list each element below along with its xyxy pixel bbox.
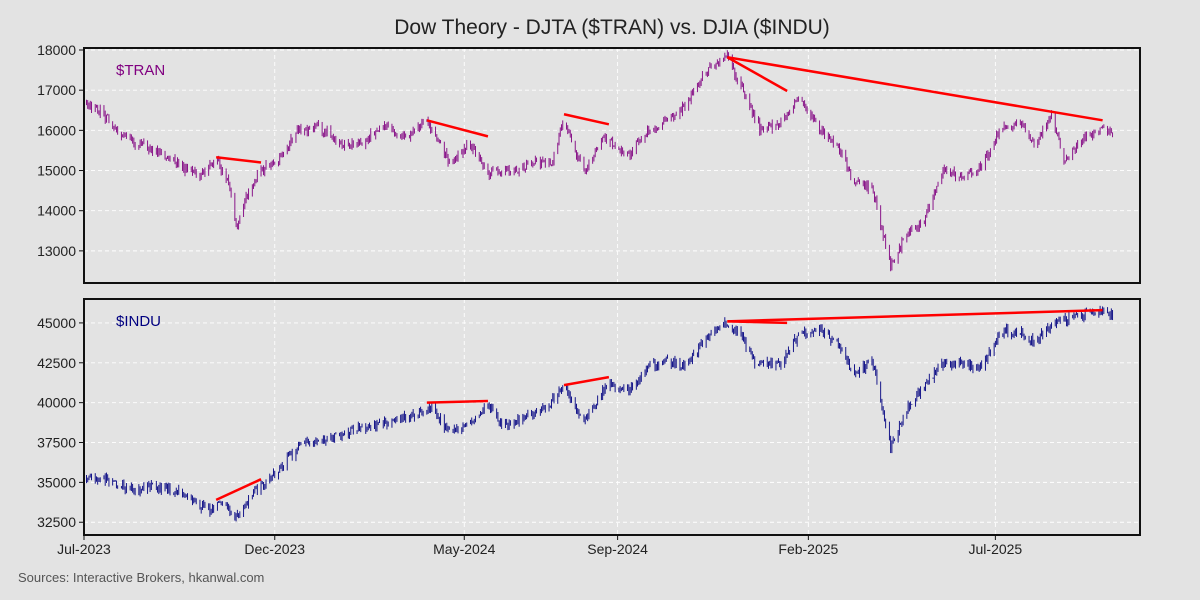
tran-divergence-line [426, 119, 489, 138]
tran-y-tick-label: 13000 [37, 243, 76, 259]
tran-y-tick-label: 16000 [37, 122, 76, 138]
indu-panel: 32500 35000 37500 40000 42500 45000 $INDU [37, 298, 1141, 536]
tran-divergence-line [216, 156, 262, 164]
tran-panel-frame [83, 47, 1141, 284]
tran-price-series [86, 50, 1114, 272]
tran-divergence-line [563, 113, 610, 126]
source-note: Sources: Interactive Brokers, hkanwal.co… [18, 570, 264, 585]
indu-y-tick-label: 45000 [37, 315, 76, 331]
x-tick-label: Dec-2023 [244, 541, 305, 557]
tran-plot-area [84, 48, 1140, 283]
indu-divergence-line [215, 478, 262, 502]
x-tick-label: May-2024 [433, 541, 495, 557]
indu-divergence-line [563, 375, 610, 387]
tran-y-tick-label: 14000 [37, 203, 76, 219]
indu-y-tick-label: 42500 [37, 355, 76, 371]
tran-divergence-line [727, 56, 1103, 122]
tran-y-tick-label: 17000 [37, 82, 76, 98]
indu-panel-frame [83, 298, 1141, 536]
indu-divergence-line [727, 308, 1103, 323]
tran-y-tick-label: 15000 [37, 163, 76, 179]
indu-y-tick-label: 32500 [37, 514, 76, 530]
x-axis: Jul-2023 Dec-2023 May-2024 Sep-2024 Feb-2025… [57, 535, 1022, 557]
x-tick-label: Sep-2024 [587, 541, 648, 557]
indu-y-tick-label: 40000 [37, 395, 76, 411]
tran-y-tick-label: 18000 [37, 42, 76, 58]
indu-y-tick-label: 35000 [37, 474, 76, 490]
chart-title: Dow Theory - DJTA ($TRAN) vs. DJIA ($IND… [394, 16, 830, 39]
tran-panel: 13000 14000 15000 16000 17000 18000 $TRAN [37, 42, 1141, 284]
indu-panel-label: $INDU [116, 313, 161, 330]
indu-y-tick-label: 37500 [37, 435, 76, 451]
x-tick-label: Jul-2025 [969, 541, 1023, 557]
indu-plot-area [84, 299, 1140, 535]
tran-divergence-line [726, 56, 788, 93]
indu-price-series [86, 305, 1114, 522]
tran-panel-label: $TRAN [116, 62, 165, 79]
x-tick-label: Jul-2023 [57, 541, 111, 557]
x-tick-label: Feb-2025 [778, 541, 838, 557]
indu-divergence-line [426, 399, 488, 404]
